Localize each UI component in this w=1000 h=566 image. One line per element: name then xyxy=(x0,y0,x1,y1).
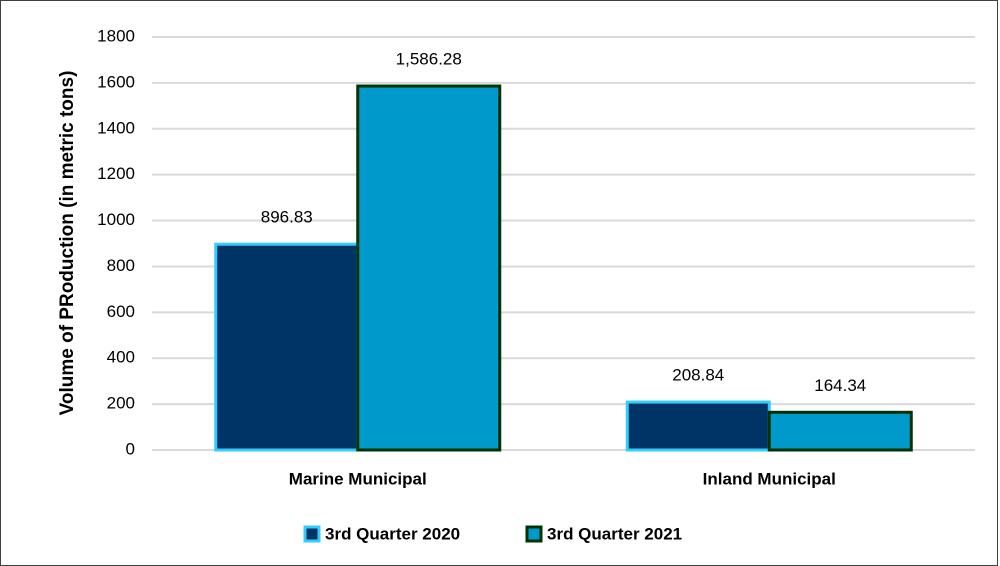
bar xyxy=(214,242,360,452)
y-tick-label: 1600 xyxy=(97,72,135,91)
y-tick-label: 1000 xyxy=(97,210,135,229)
value-label: 208.84 xyxy=(672,366,724,385)
bar xyxy=(356,84,502,452)
value-label: 1,586.28 xyxy=(396,50,462,69)
y-tick-label: 1800 xyxy=(97,26,135,45)
legend-swatch xyxy=(525,525,543,543)
value-label: 164.34 xyxy=(814,376,866,395)
legend-label: 3rd Quarter 2020 xyxy=(325,524,460,543)
y-tick-label: 400 xyxy=(107,348,135,367)
legend-label: 3rd Quarter 2021 xyxy=(547,524,682,543)
y-axis-label: Volume of PRoduction (in metric tons) xyxy=(57,71,78,416)
value-label: 896.83 xyxy=(261,208,313,227)
x-tick-label: Inland Municipal xyxy=(703,469,836,488)
x-tick-label: Marine Municipal xyxy=(289,469,427,488)
y-tick-label: 600 xyxy=(107,302,135,321)
y-tick-label: 1200 xyxy=(97,164,135,183)
bar xyxy=(625,400,771,452)
y-tick-label: 1400 xyxy=(97,118,135,137)
y-tick-label: 0 xyxy=(126,439,135,458)
legend-swatch xyxy=(303,525,321,543)
y-tick-label: 800 xyxy=(107,256,135,275)
bar xyxy=(767,410,913,452)
y-tick-label: 200 xyxy=(107,394,135,413)
